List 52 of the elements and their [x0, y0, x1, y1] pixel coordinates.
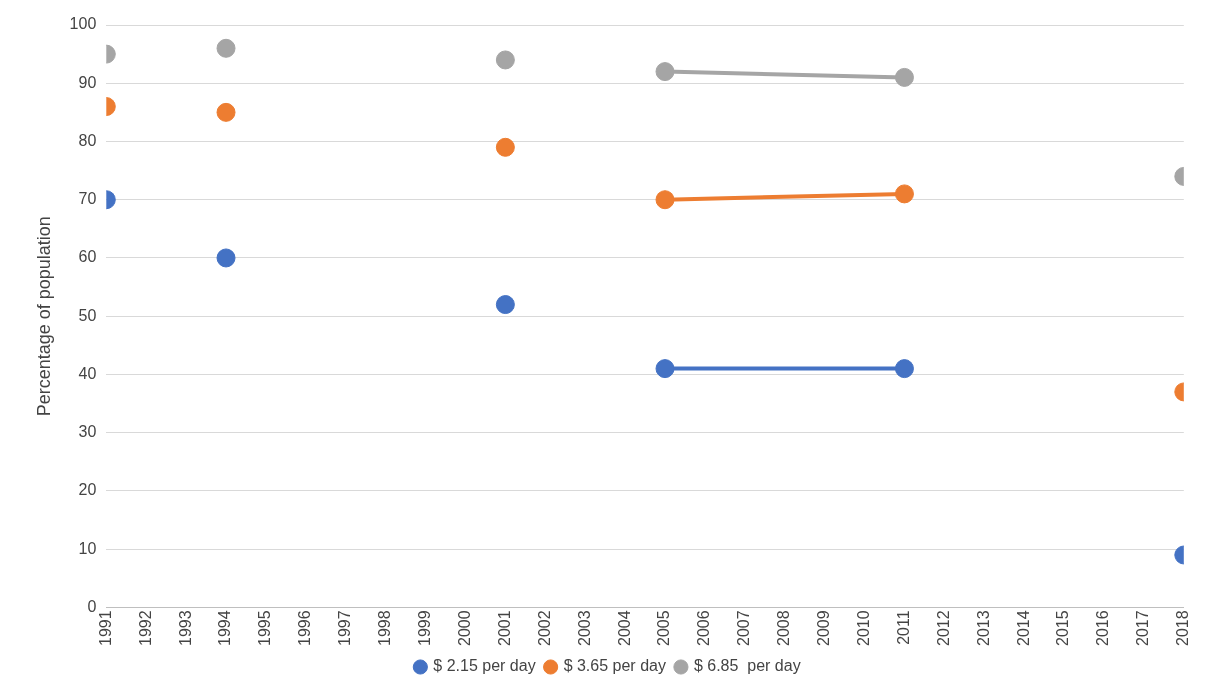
x-tick-label: 2015: [1054, 610, 1072, 646]
x-tick-label: 2012: [934, 610, 952, 646]
x-tick-label: 2011: [894, 610, 912, 645]
x-tick-label: 2003: [575, 610, 593, 646]
legend-label: $ 2.15 per day: [433, 657, 536, 675]
point: [894, 184, 914, 204]
x-tick-label: 1996: [296, 610, 314, 646]
y-tick-label: 20: [78, 481, 97, 499]
y-tick-label: 50: [78, 306, 97, 324]
x-tick-label: 2000: [455, 610, 473, 646]
legend-label: $ 6.85 per day: [693, 657, 801, 675]
point: [495, 137, 515, 157]
legend-label: $ 3.65 per day: [563, 657, 666, 675]
point: [894, 67, 914, 87]
point: [655, 62, 675, 82]
x-tick-label: 2014: [1014, 610, 1032, 646]
x-tick-label: 2009: [815, 610, 833, 646]
x-tick-label: 2002: [535, 610, 553, 646]
x-tick-label: 1995: [256, 610, 274, 646]
x-tick-label: 2007: [735, 610, 753, 646]
point: [495, 50, 515, 70]
x-tick-label: 2006: [695, 610, 713, 646]
point: [894, 359, 914, 379]
x-tick-label: 2013: [974, 610, 992, 646]
y-tick-label: 80: [78, 131, 97, 149]
x-tick-label: 1993: [176, 610, 194, 646]
x-tick-label: 1991: [96, 610, 114, 646]
x-tick-label: 2017: [1134, 610, 1152, 646]
y-axis-title: Percentage of population: [33, 216, 54, 417]
x-tick-label: 1998: [376, 610, 394, 646]
x-tick-label: 1992: [136, 610, 154, 646]
x-tick-label: 1997: [336, 610, 354, 646]
point: [655, 190, 675, 210]
x-tick-label: 2005: [655, 610, 673, 646]
y-tick-label: 90: [78, 73, 97, 91]
x-tick-label: 2018: [1174, 610, 1192, 646]
x-tick-label: 2016: [1094, 610, 1112, 646]
y-tick-label: 0: [87, 597, 97, 615]
point: [655, 359, 675, 379]
x-tick-label: 2010: [854, 610, 872, 646]
y-tick-label: 40: [78, 364, 97, 382]
x-tick-label: 1999: [415, 610, 433, 646]
y-tick-label: 100: [69, 15, 97, 33]
point: [495, 295, 515, 315]
x-tick-label: 2008: [775, 610, 793, 646]
y-tick-label: 30: [78, 423, 97, 441]
x-tick-label: 2004: [615, 610, 633, 646]
y-tick-label: 10: [78, 539, 97, 557]
x-tick-label: 2001: [495, 610, 513, 646]
x-tick-label: 1994: [216, 610, 234, 646]
y-tick-label: 60: [78, 248, 97, 266]
y-tick-label: 70: [78, 190, 97, 208]
